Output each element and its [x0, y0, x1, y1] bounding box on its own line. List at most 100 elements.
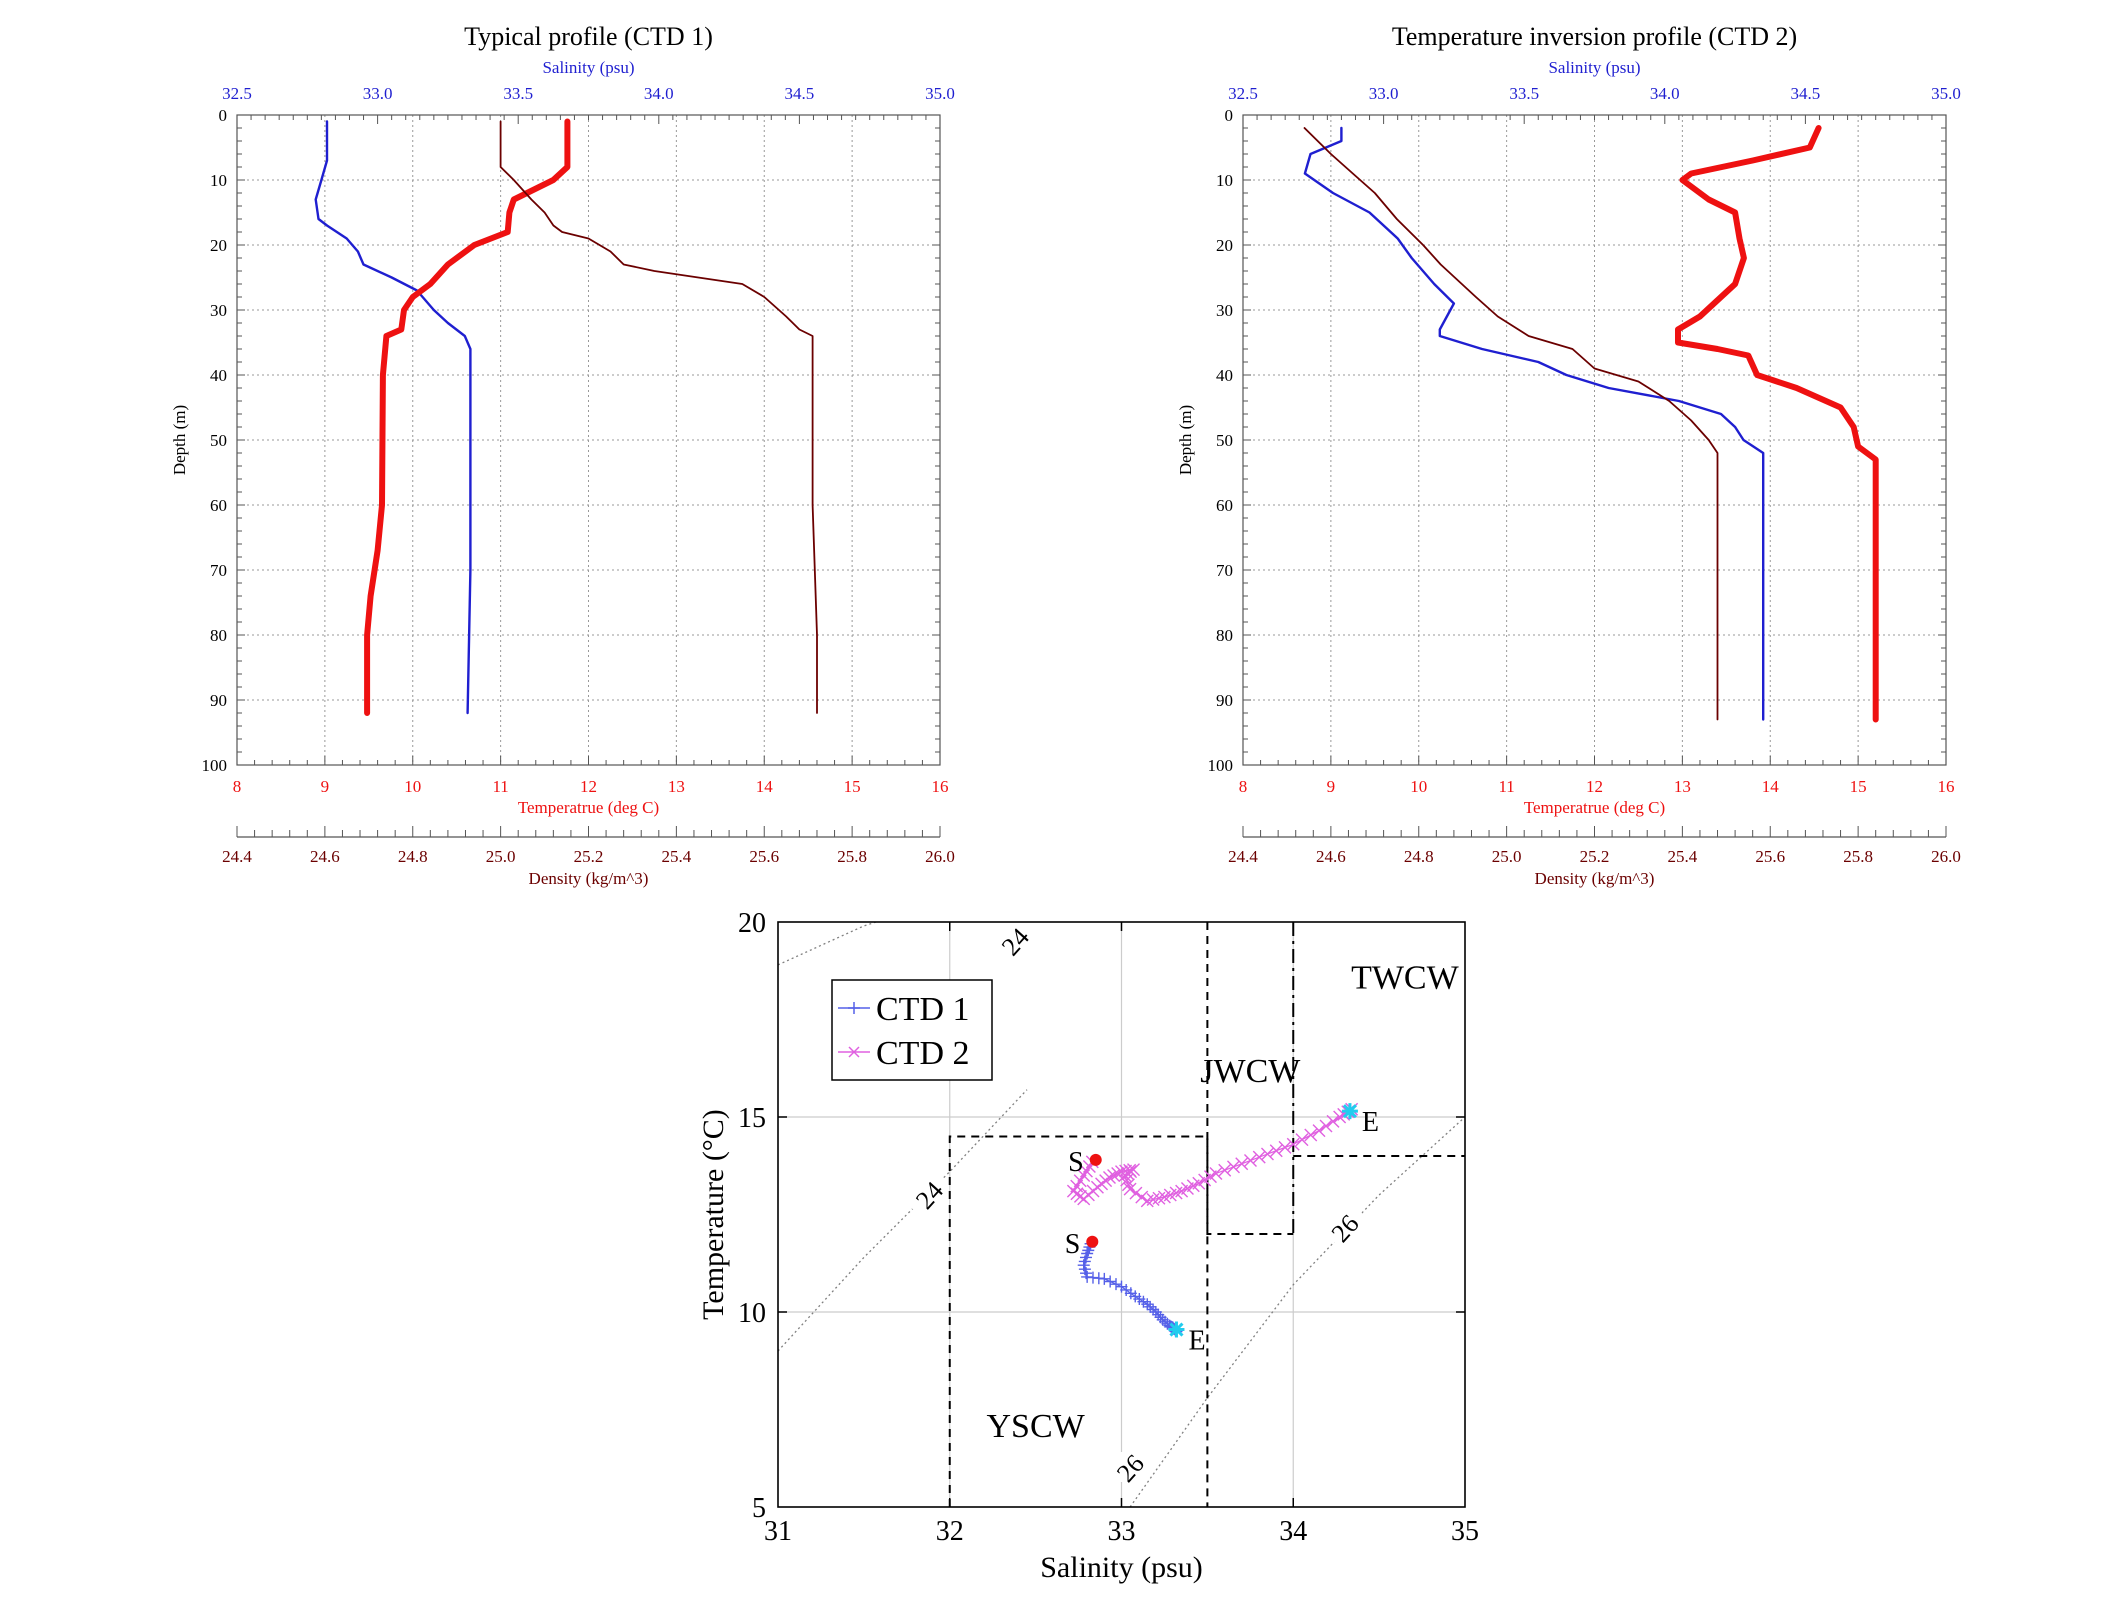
depth-tick-label: 10	[210, 171, 227, 190]
yscw-boundary	[948, 1135, 1209, 1507]
temperature-tick-label: 8	[233, 777, 242, 796]
depth-tick-label: 10	[1216, 171, 1233, 190]
ctd2-ts-point	[1269, 1144, 1283, 1158]
density-profile-line	[1303, 127, 1719, 721]
temperature-tick-label: 13	[668, 777, 685, 796]
ctd2-ts-point	[1209, 1167, 1223, 1181]
x-tick-label: 34	[1279, 1516, 1307, 1547]
depth-tick-label: 80	[1216, 626, 1233, 645]
salinity-tick-label: 35.0	[925, 84, 955, 103]
ctd1-ts-point	[1147, 1303, 1160, 1316]
start-label: S	[1065, 1229, 1081, 1260]
ctd2-ts-point	[1312, 1124, 1326, 1138]
depth-tick-label: 100	[1208, 756, 1234, 775]
ctd2-ts-point	[1120, 1173, 1134, 1187]
start-marker	[1089, 1153, 1102, 1166]
density-tick-label: 26.0	[1931, 847, 1961, 866]
density-tick-label: 25.0	[1492, 847, 1522, 866]
ctd2-ts-point	[1260, 1147, 1274, 1161]
salinity-tick-label: 34.0	[644, 84, 674, 103]
x-tick-label: 33	[1108, 1516, 1136, 1547]
isopycnal-label-bg	[1327, 1212, 1362, 1243]
temperature-tick-label: 11	[1498, 777, 1514, 796]
y-tick-label: 20	[738, 908, 766, 939]
x-tick-label: 31	[764, 1516, 792, 1547]
density-tick-label: 25.2	[574, 847, 604, 866]
ctd1-profile-panel: Typical profile (CTD 1) 0 10 20 30 40 50 60 70 80…	[170, 22, 955, 888]
temperature-tick-label: 12	[1586, 777, 1603, 796]
temperature-tick-label: 11	[492, 777, 508, 796]
density-tick-label: 25.8	[1843, 847, 1873, 866]
start-marker	[1086, 1235, 1099, 1248]
isopycnal-line	[1129, 1116, 1465, 1507]
start-label: S	[1068, 1147, 1084, 1178]
chart-title: Typical profile (CTD 1)	[464, 22, 713, 51]
depth-tick-label: 20	[210, 236, 227, 255]
ctd1-ts-point	[1104, 1275, 1117, 1288]
ctd2-ts-point	[1107, 1168, 1121, 1182]
density-tick-label: 24.6	[310, 847, 340, 866]
isopycnal-label-bg	[912, 1179, 947, 1209]
ctd2-ts-point	[1252, 1150, 1266, 1164]
temperature-tick-label: 9	[1327, 777, 1336, 796]
depth-tick-label: 90	[1216, 691, 1233, 710]
salinity-tick-label: 33.0	[1369, 84, 1399, 103]
density-tick-label: 24.4	[222, 847, 252, 866]
ctd1-ts-point	[1082, 1244, 1095, 1257]
legend-ctd2-marker	[848, 1046, 860, 1058]
salinity-tick-label: 32.5	[222, 84, 252, 103]
ctd2-ts-point	[1295, 1133, 1309, 1147]
y-axis-label: Temperature (°C)	[697, 1109, 730, 1320]
legend-ctd1-label: CTD 1	[876, 991, 970, 1028]
temperature-tick-label: 15	[844, 777, 861, 796]
yscw-label: YSCW	[987, 1408, 1086, 1445]
depth-tick-label: 40	[1216, 366, 1233, 385]
temperature-tick-label: 14	[756, 777, 774, 796]
salinity-tick-label: 33.5	[1509, 84, 1539, 103]
depth-tick-label: 100	[202, 756, 228, 775]
density-tick-label: 24.4	[1228, 847, 1258, 866]
y-tick-label: 15	[738, 1103, 766, 1134]
ctd2-ts-point	[1333, 1110, 1347, 1124]
depth-tick-label: 50	[1216, 431, 1233, 450]
temperature-axis-label: Temperatrue (deg C)	[1524, 798, 1665, 817]
ctd2-profile-panel: Temperature inversion profile (CTD 2) 0 10…	[1176, 22, 1961, 888]
salinity-axis-label: Salinity (psu)	[542, 58, 634, 77]
ctd2-ts-point	[1286, 1137, 1300, 1151]
density-tick-label: 24.8	[398, 847, 428, 866]
depth-axis-label: Depth (m)	[1176, 405, 1195, 475]
density-tick-label: 25.8	[837, 847, 867, 866]
ctd2-ts-point	[1111, 1166, 1125, 1180]
ctd2-ts-point	[1192, 1176, 1206, 1190]
depth-tick-label: 60	[1216, 496, 1233, 515]
end-marker	[1168, 1321, 1185, 1338]
depth-tick-label: 0	[1225, 106, 1234, 125]
ctd1-ts-point	[1144, 1300, 1157, 1313]
ctd2-ts-point	[1304, 1128, 1318, 1142]
salinity-tick-label: 33.5	[503, 84, 533, 103]
density-axis-label: Density (kg/m^3)	[1535, 869, 1655, 888]
jwcw-label: JWCW	[1200, 1053, 1301, 1090]
depth-tick-label: 80	[210, 626, 227, 645]
temperature-tick-label: 13	[1674, 777, 1691, 796]
ctd2-ts-point	[1278, 1140, 1292, 1154]
legend-ctd1-marker	[848, 1002, 860, 1014]
x-tick-label: 32	[936, 1516, 964, 1547]
salinity-tick-label: 34.5	[1791, 84, 1821, 103]
temperature-tick-label: 16	[1938, 777, 1955, 796]
temperature-tick-label: 16	[932, 777, 949, 796]
ctd2-ts-point	[1135, 1190, 1149, 1204]
ctd2-ts-point	[1102, 1170, 1116, 1184]
ctd2-ts-point	[1235, 1157, 1249, 1171]
ctd1-ts-point	[1098, 1272, 1111, 1285]
temperature-profile-line	[364, 118, 571, 716]
density-profile-line	[499, 120, 818, 714]
salinity-tick-label: 34.5	[785, 84, 815, 103]
legend-box	[831, 979, 993, 1081]
temperature-tick-label: 8	[1239, 777, 1248, 796]
y-tick-label: 10	[738, 1298, 766, 1329]
depth-tick-label: 60	[210, 496, 227, 515]
ctd2-ts-point	[1152, 1191, 1166, 1205]
